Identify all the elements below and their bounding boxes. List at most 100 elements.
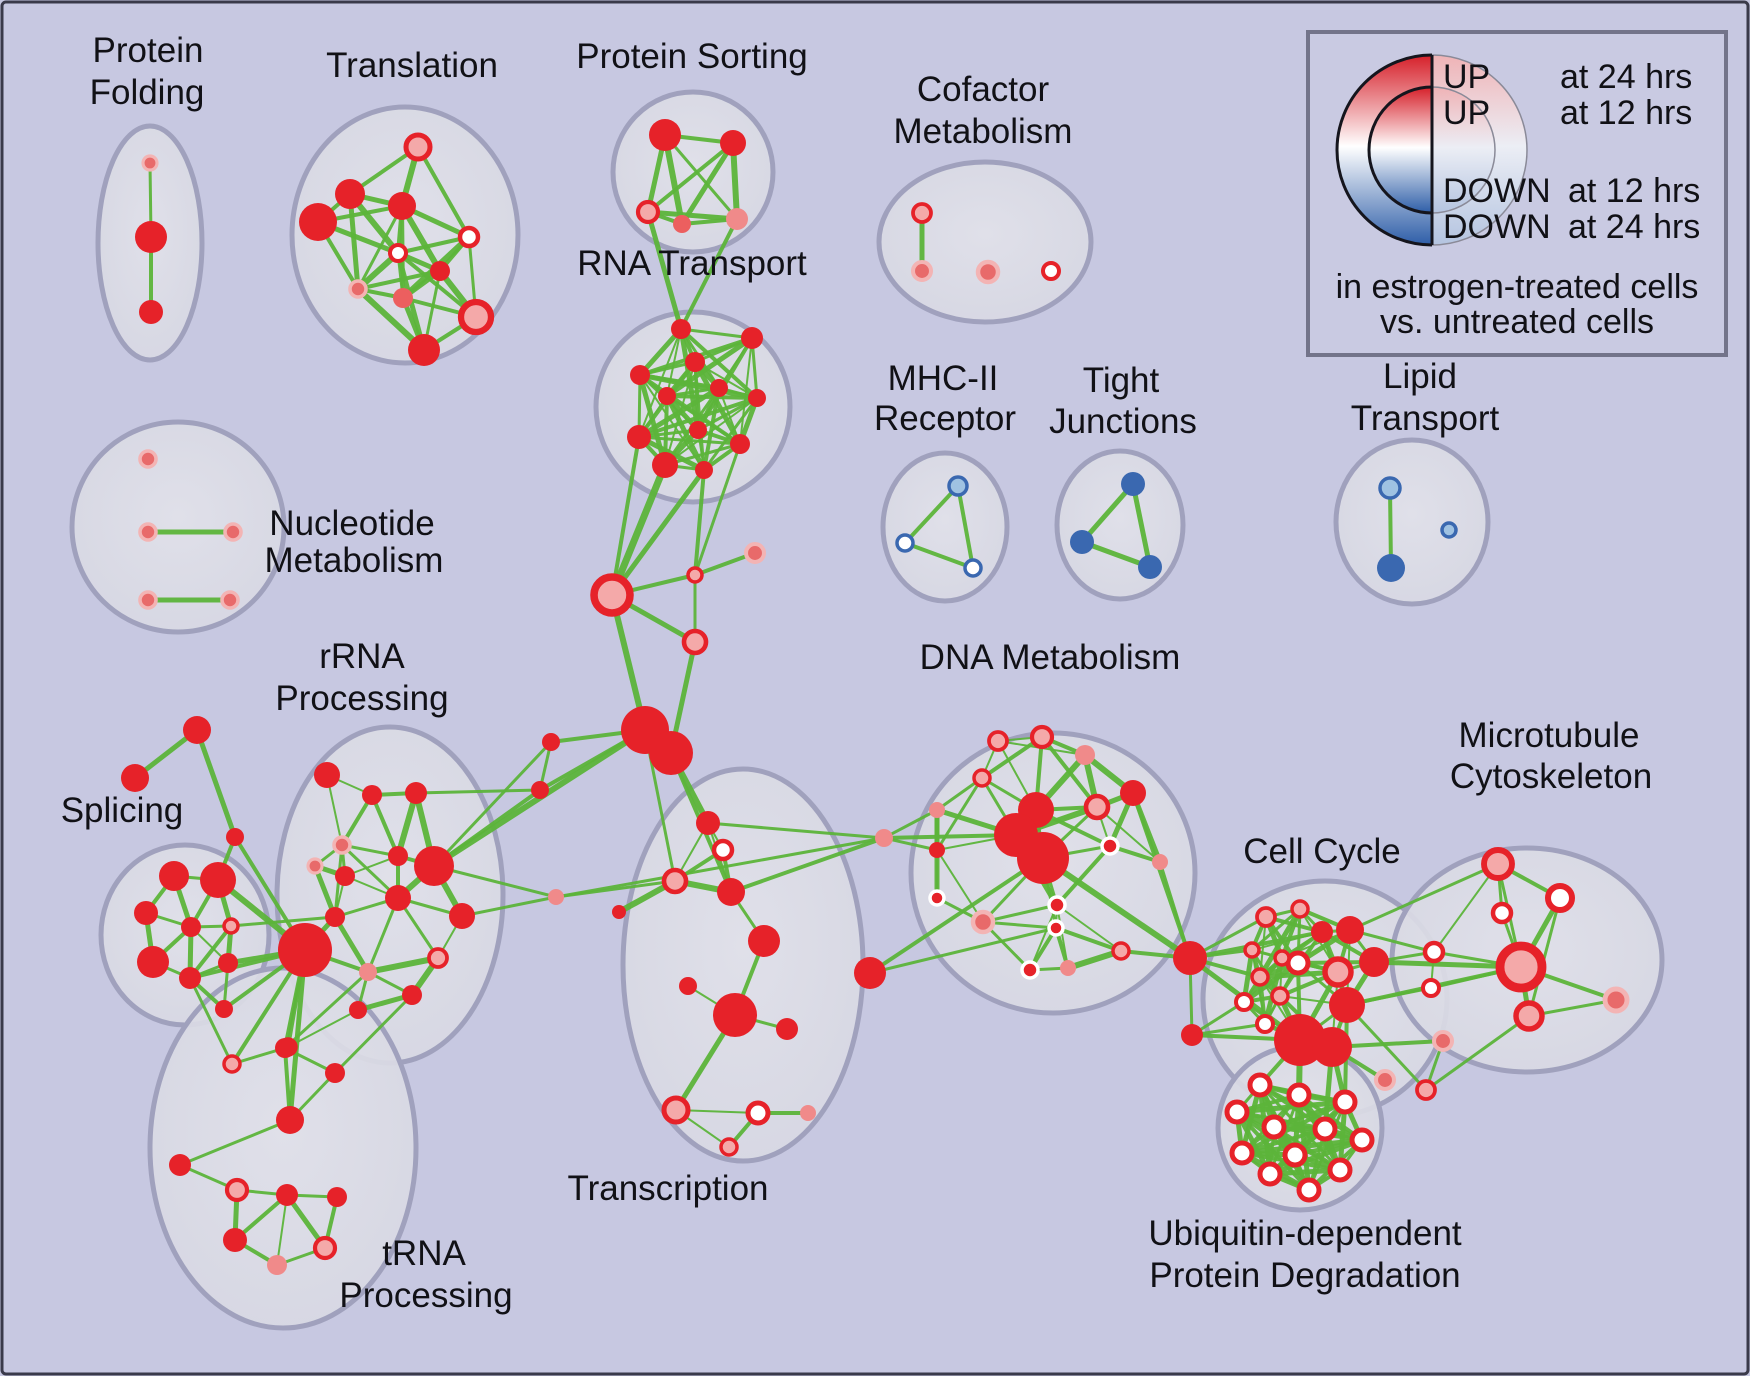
network-node-tx10: [745, 1100, 771, 1126]
network-edge: [679, 327, 754, 340]
cluster-region-protein_sorting: [610, 89, 776, 255]
network-edge: [283, 970, 370, 1050]
network-node-ub9: [1327, 1157, 1353, 1183]
network-edge: [729, 836, 886, 894]
network-node-dm19: [1060, 960, 1076, 976]
network-node-sp1: [200, 862, 236, 898]
network-node-rt10: [652, 452, 678, 478]
network-node-dm11: [1100, 836, 1120, 856]
network-edge: [1348, 928, 1436, 954]
network-edge: [903, 541, 975, 570]
network-node-cc15: [1270, 986, 1290, 1006]
network-node-dm0: [987, 730, 1009, 752]
network-node-mt4: [1421, 978, 1441, 998]
network-node-tr8: [393, 288, 413, 308]
cluster-label-ubiquitin_degradation-0: Ubiquitin-dependent: [1148, 1214, 1462, 1253]
cluster-region-nucleotide_metabolism: [69, 419, 287, 635]
network-edge: [646, 141, 735, 214]
cluster-label-mhc_ii_receptor-1: Receptor: [874, 399, 1016, 438]
network-node-tr7: [348, 279, 368, 299]
network-edge: [333, 993, 414, 1075]
network-edge: [1131, 791, 1192, 960]
network-edge: [229, 915, 337, 928]
cluster-label-splicing-0: Splicing: [61, 791, 184, 830]
network-edge: [702, 386, 721, 472]
network-node-cn1: [1173, 941, 1207, 975]
cluster-label-cofactor_metabolism-0: Cofactor: [917, 70, 1050, 109]
network-node-cc13: [1234, 992, 1254, 1012]
network-node-ub4: [1261, 1114, 1287, 1140]
network-node-rr4: [306, 857, 324, 875]
network-edge: [638, 328, 682, 438]
cluster-label-protein_folding-0: Protein: [93, 31, 204, 70]
network-edge: [664, 335, 755, 399]
network-node-sp5: [137, 946, 169, 978]
network-node-tn10: [267, 1255, 287, 1275]
network-node-dm3: [972, 768, 992, 788]
network-node-dm2: [1075, 745, 1095, 765]
network-node-cn2: [1181, 1024, 1203, 1046]
network-node-rr1: [362, 785, 382, 805]
cluster-label-ubiquitin_degradation-1: Protein Degradation: [1149, 1256, 1460, 1295]
network-node-tn2: [325, 1063, 345, 1083]
network-edge: [287, 1009, 359, 1048]
network-node-tr6: [430, 261, 450, 281]
network-edge: [882, 808, 939, 840]
network-node-rt3: [630, 365, 650, 385]
network-node-rr14: [402, 985, 422, 1005]
legend-row-dir-2: DOWN: [1443, 172, 1551, 210]
network-node-pf2: [139, 300, 163, 324]
network-node-nm4: [220, 590, 240, 610]
network-node-dm5: [929, 842, 945, 858]
network-edge: [636, 385, 722, 440]
legend-row-time-2: at 12 hrs: [1568, 172, 1700, 210]
cluster-region-tight_junctions: [1054, 448, 1186, 602]
network-node-rt8: [627, 425, 651, 449]
network-node-tx4: [612, 905, 626, 919]
network-node-dm13: [970, 909, 996, 935]
network-edge: [1055, 844, 1112, 907]
network-node-cf3: [1041, 261, 1061, 281]
cluster-label-microtubule_cytoskeleton-0: Microtubule: [1459, 716, 1640, 755]
network-node-tr1: [335, 179, 365, 209]
network-edge: [868, 856, 1045, 975]
cluster-label-mhc_ii_receptor-0: MHC-II: [888, 359, 999, 398]
network-node-lt2: [1440, 521, 1458, 539]
cluster-label-transcription-0: Transcription: [568, 1169, 769, 1208]
network-edge: [432, 788, 542, 868]
network-node-nm0: [138, 449, 158, 469]
network-edge: [1096, 806, 1161, 863]
network-edge: [645, 209, 684, 332]
network-edge: [868, 926, 1058, 975]
network-node-cc1: [1290, 899, 1310, 919]
cluster-label-nucleotide_metabolism-1: Metabolism: [265, 541, 444, 580]
network-node-rr13: [359, 963, 377, 981]
network-edge: [693, 468, 706, 577]
network-node-mh2: [963, 558, 983, 578]
network-edge: [188, 924, 233, 980]
network-node-bb8: [548, 889, 564, 905]
network-node-rr16: [349, 1001, 367, 1019]
network-node-rr0: [314, 762, 340, 788]
network-node-cc7: [1329, 987, 1365, 1023]
network-node-tn8: [223, 1228, 247, 1252]
network-node-tn7: [327, 1187, 347, 1207]
network-edge: [1130, 481, 1153, 570]
network-edge: [903, 484, 960, 545]
network-edge: [1056, 904, 1122, 952]
network-edge: [1267, 1137, 1365, 1177]
network-node-rt7: [689, 421, 707, 439]
network-node-tn1: [275, 1038, 295, 1058]
network-node-dm14: [928, 889, 946, 907]
network-edge: [882, 833, 1018, 840]
network-node-tx2: [661, 867, 689, 895]
network-edge: [554, 836, 886, 899]
network-edge: [1054, 926, 1123, 953]
network-node-tx3: [717, 878, 745, 906]
network-node-cf0: [911, 202, 933, 224]
network-edge: [194, 727, 238, 840]
network-edge: [1424, 1014, 1531, 1092]
network-edge: [178, 1118, 292, 1167]
